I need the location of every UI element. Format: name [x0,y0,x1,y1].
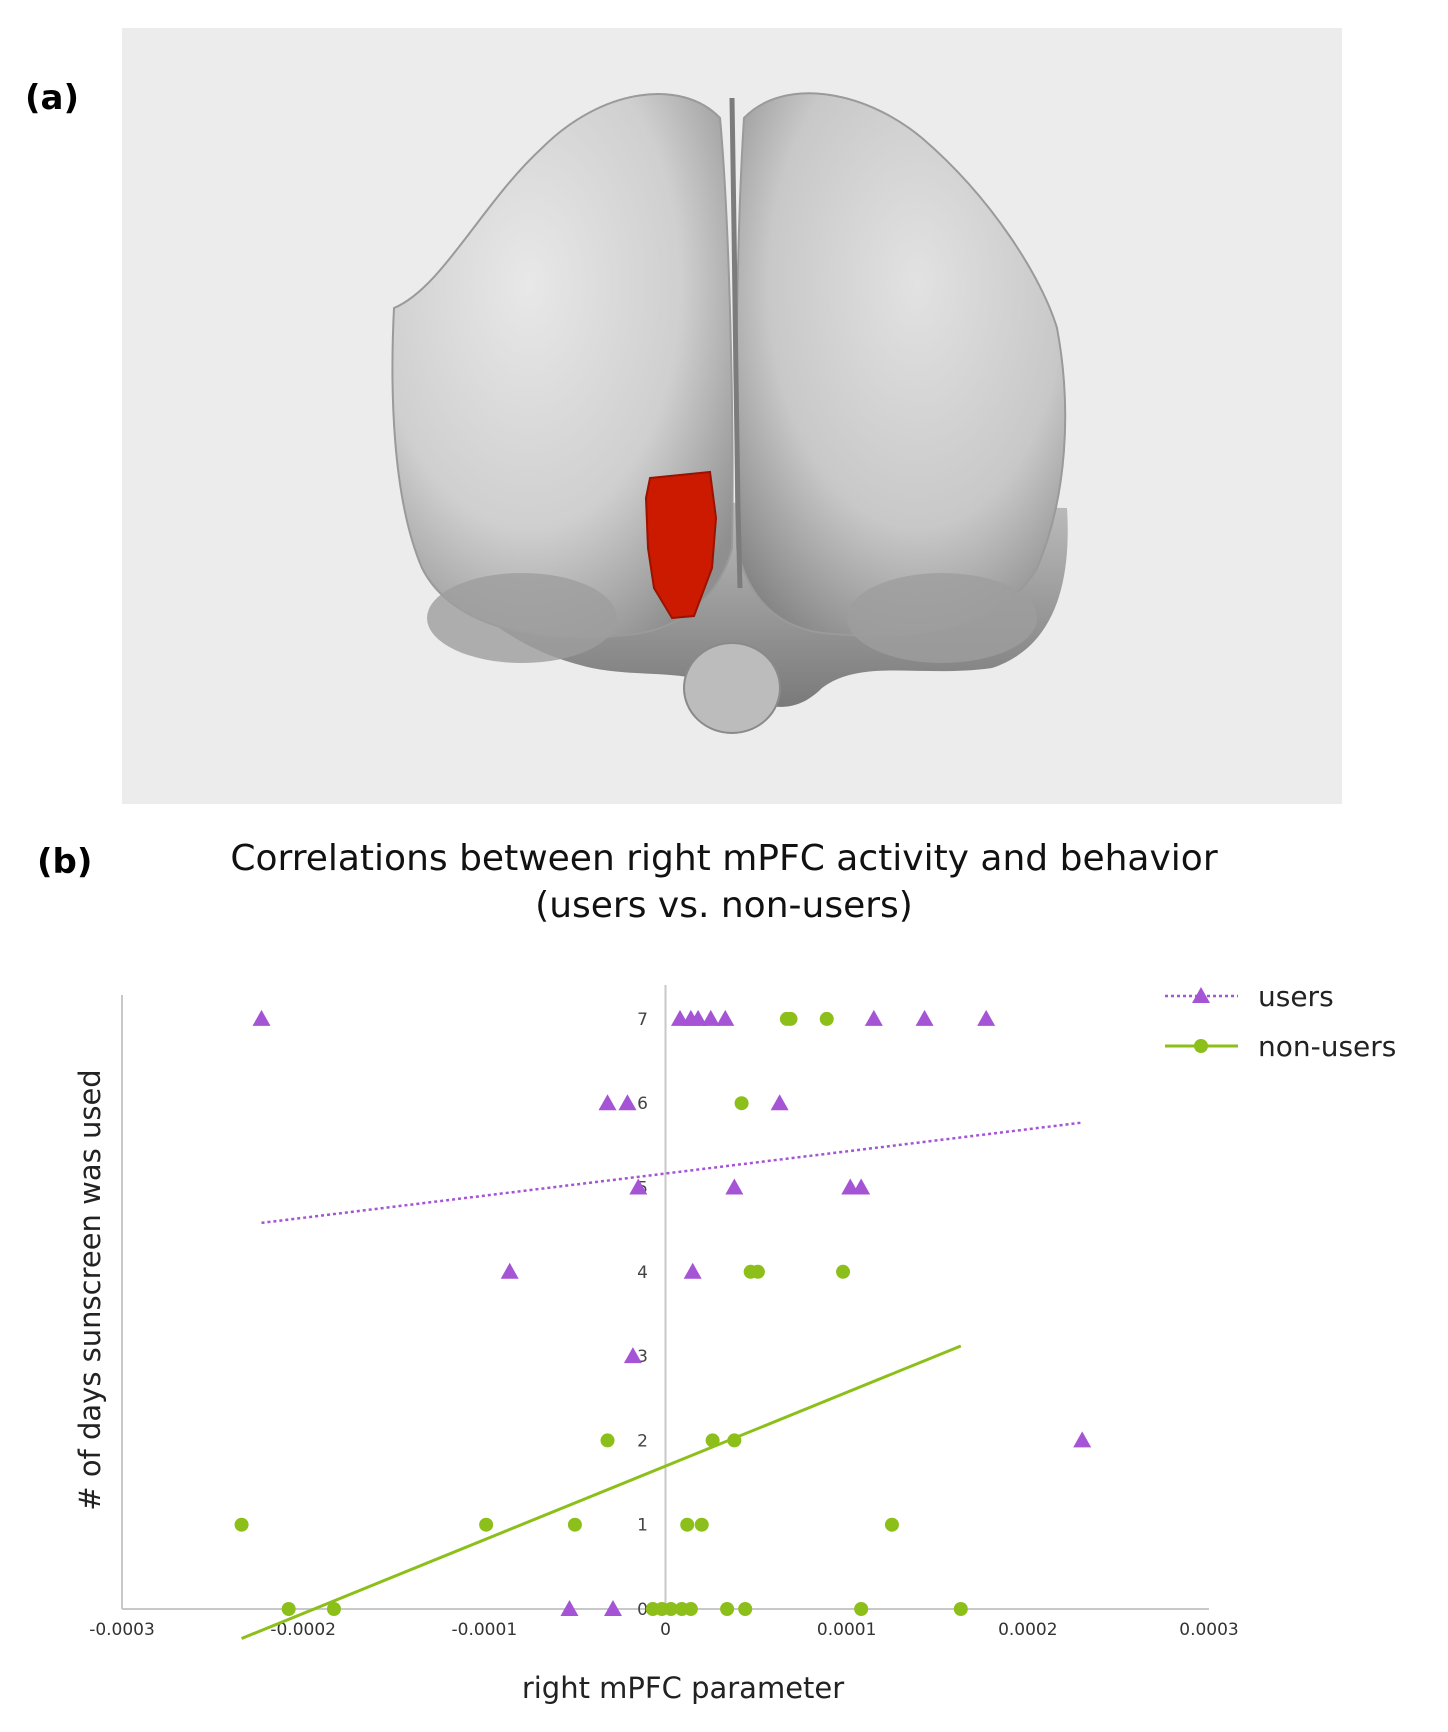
non-users-point [953,1602,968,1616]
brain-fissure [729,97,743,589]
x-tick-label: -0.0003 [89,1620,155,1640]
scatter-chart: -0.0003 -0.0002 -0.0001 0 0.0001 0.0002 0.0003… [73,980,1396,1705]
non-users-point [727,1433,742,1448]
x-tick-label: -0.0001 [452,1620,518,1640]
non-users-point [281,1602,296,1616]
non-users-point [783,1011,798,1026]
mpfc-region [644,470,718,620]
non-users-point [234,1517,249,1532]
users-point [689,1009,708,1026]
trendline-users [261,1121,1083,1225]
non-users-point [819,1011,834,1026]
y-tick-label: 3 [637,1347,648,1367]
non-users-point [738,1602,753,1616]
chart-title: Correlations between right mPFC activity… [230,838,1218,879]
users-point [623,1347,642,1364]
non-users-point [705,1433,720,1448]
non-users-point [694,1517,709,1532]
users-point [603,1600,622,1616]
non-users-point [683,1602,698,1616]
legend-label-non-users: non-users [1258,1030,1396,1063]
x-tick-label: 0.0003 [1179,1620,1238,1640]
panel-label-a: (a) [25,78,80,118]
users-point [500,1262,519,1279]
users-point [852,1178,871,1195]
y-tick-label: 0 [637,1600,648,1620]
chart-axes: -0.0003 -0.0002 -0.0001 0 0.0001 0.0002 0.0003… [89,985,1239,1640]
non-users-point [720,1602,735,1616]
trendlines [241,1121,1083,1640]
brain-image-panel [122,28,1342,804]
legend: users non-users [1165,980,1396,1063]
panel-label-b: (b) [37,842,93,882]
users-point [1073,1431,1092,1448]
non-users-point [600,1433,615,1448]
y-axis-title: # of days sunscreen was used [73,1069,107,1510]
legend-marker-non-users [1194,1039,1208,1053]
x-tick-label: -0.0002 [270,1620,336,1640]
users-point [701,1009,720,1026]
y-tick-label: 2 [637,1431,648,1451]
y-tick-label: 7 [637,1010,648,1030]
users-point [629,1178,648,1195]
y-tick-label: 6 [637,1094,648,1114]
non-users-point [567,1517,582,1532]
users-point [560,1600,579,1616]
trendline-non-users [241,1344,962,1640]
chart-subtitle: (users vs. non-users) [535,885,913,926]
legend-marker-users [1192,987,1210,1003]
users-point [716,1009,735,1026]
x-tick-label: 0.0002 [998,1620,1057,1640]
users-point [770,1094,789,1111]
non-users-point [663,1602,678,1616]
users-point [977,1009,996,1026]
brain-orbit-left [427,573,617,663]
non-users-point [680,1517,695,1532]
x-tick-label: 0 [660,1620,671,1640]
users-point [683,1262,702,1279]
non-users-point [884,1517,899,1532]
legend-label-users: users [1258,980,1334,1013]
brain-render [391,92,1068,734]
brain-stem [683,642,781,734]
users-point [915,1009,934,1026]
non-users-point [734,1096,749,1111]
non-users-point [479,1517,494,1532]
non-users-point [854,1602,869,1616]
brain-right-hemisphere [734,92,1067,637]
non-users-point [836,1264,851,1279]
data-points [234,1009,1092,1616]
y-tick-label: 1 [637,1516,648,1536]
x-tick-label: 0.0001 [817,1620,876,1640]
users-point [252,1009,271,1026]
non-users-point [326,1602,341,1616]
brain-orbit-right [847,573,1037,663]
users-point [618,1094,637,1111]
non-users-point [750,1264,765,1279]
users-point [864,1009,883,1026]
users-point [598,1094,617,1111]
x-axis-title: right mPFC parameter [522,1671,844,1705]
users-point [725,1178,744,1195]
y-tick-label: 4 [637,1263,648,1283]
